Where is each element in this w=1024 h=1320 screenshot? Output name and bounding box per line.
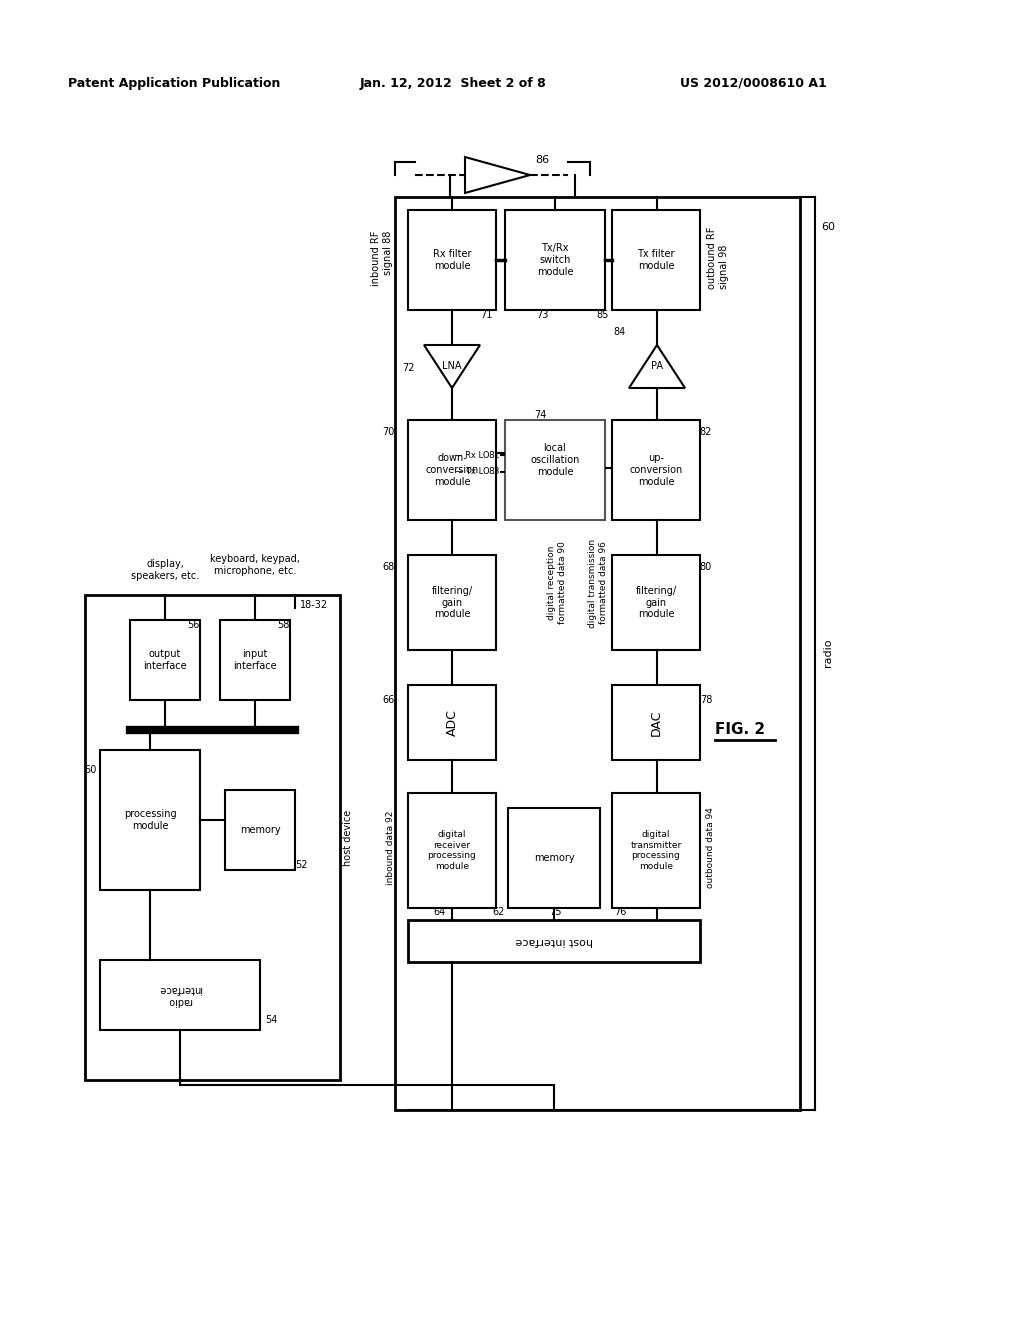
Text: Jan. 12, 2012  Sheet 2 of 8: Jan. 12, 2012 Sheet 2 of 8	[360, 77, 547, 90]
Text: inbound RF
signal 88: inbound RF signal 88	[372, 230, 393, 285]
Bar	[100, 960, 260, 1030]
Bar	[225, 789, 295, 870]
Text: Tx/Rx
switch
module: Tx/Rx switch module	[537, 243, 573, 277]
Text: 54: 54	[265, 1015, 278, 1026]
Text: display,
speakers, etc.: display, speakers, etc.	[131, 560, 199, 581]
Text: 81: 81	[488, 450, 500, 459]
Bar	[505, 210, 605, 310]
Text: ADC: ADC	[445, 709, 459, 737]
Text: digital
transmitter
processing
module: digital transmitter processing module	[631, 830, 682, 871]
Text: 58: 58	[278, 620, 290, 630]
Text: local
oscillation
module: local oscillation module	[530, 444, 580, 477]
Text: 50: 50	[85, 766, 97, 775]
Text: 66: 66	[383, 696, 395, 705]
Bar	[508, 808, 600, 908]
Bar	[612, 554, 700, 649]
Text: 83: 83	[488, 467, 500, 477]
Text: filtering/
gain
module: filtering/ gain module	[431, 586, 472, 619]
Bar	[612, 685, 700, 760]
Bar	[408, 210, 496, 310]
Text: 75: 75	[549, 907, 561, 917]
Text: 72: 72	[401, 363, 415, 374]
Text: filtering/
gain
module: filtering/ gain module	[636, 586, 677, 619]
Bar	[612, 793, 700, 908]
Text: 73: 73	[536, 310, 549, 319]
Text: radio
interface: radio interface	[158, 985, 202, 1006]
Text: digital
receiver
processing
module: digital receiver processing module	[428, 830, 476, 871]
Bar	[612, 420, 700, 520]
Bar	[395, 197, 800, 1110]
Text: 18-32: 18-32	[300, 601, 328, 610]
Text: memory: memory	[534, 853, 574, 863]
Text: 80: 80	[699, 562, 712, 572]
Text: 86: 86	[535, 154, 549, 165]
Bar	[505, 420, 605, 520]
Text: input
interface: input interface	[233, 649, 276, 671]
Text: DAC: DAC	[649, 709, 663, 735]
Text: down-
conversion
module: down- conversion module	[425, 453, 478, 487]
Text: 68: 68	[383, 562, 395, 572]
Bar	[612, 210, 700, 310]
Bar	[408, 920, 700, 962]
Text: PA: PA	[651, 360, 663, 371]
Text: digital reception
formatted data 90: digital reception formatted data 90	[547, 541, 566, 624]
Bar	[220, 620, 290, 700]
Text: Rx filter
module: Rx filter module	[433, 249, 471, 271]
Text: 85: 85	[596, 310, 608, 319]
Text: LNA: LNA	[442, 360, 462, 371]
Text: 74: 74	[534, 411, 546, 420]
Text: 71: 71	[480, 310, 493, 319]
Text: US 2012/0008610 A1: US 2012/0008610 A1	[680, 77, 826, 90]
Bar	[408, 793, 496, 908]
Text: 62: 62	[493, 907, 505, 917]
Text: output
interface: output interface	[143, 649, 186, 671]
Text: host interface: host interface	[515, 936, 593, 946]
Text: 76: 76	[613, 907, 627, 917]
Bar	[100, 750, 200, 890]
Text: 70: 70	[383, 426, 395, 437]
Bar	[130, 620, 200, 700]
Text: 64: 64	[434, 907, 446, 917]
Text: memory: memory	[240, 825, 281, 836]
Text: keyboard, keypad,
microphone, etc.: keyboard, keypad, microphone, etc.	[210, 554, 300, 576]
Text: — Rx LO: — Rx LO	[455, 450, 490, 459]
Text: outbound RF
signal 98: outbound RF signal 98	[707, 227, 729, 289]
Bar	[408, 554, 496, 649]
Text: Patent Application Publication: Patent Application Publication	[68, 77, 281, 90]
Bar	[85, 595, 340, 1080]
Text: 56: 56	[187, 620, 200, 630]
Text: outbound data 94: outbound data 94	[706, 808, 715, 888]
Text: inbound data 92: inbound data 92	[386, 810, 395, 886]
Text: host device: host device	[343, 809, 353, 866]
Text: 60: 60	[821, 222, 835, 232]
Text: 78: 78	[699, 696, 712, 705]
Text: up-
conversion
module: up- conversion module	[630, 453, 683, 487]
Text: processing
module: processing module	[124, 809, 176, 830]
Text: 84: 84	[613, 327, 626, 337]
Text: 82: 82	[699, 426, 712, 437]
Text: FIG. 2: FIG. 2	[715, 722, 765, 738]
Text: digital transmission
formatted data 96: digital transmission formatted data 96	[589, 539, 607, 627]
Text: 52: 52	[295, 861, 307, 870]
Bar	[408, 685, 496, 760]
Bar	[408, 420, 496, 520]
Text: Tx filter
module: Tx filter module	[637, 249, 675, 271]
Text: — Tx LO: — Tx LO	[456, 467, 490, 477]
Text: radio: radio	[823, 639, 833, 667]
